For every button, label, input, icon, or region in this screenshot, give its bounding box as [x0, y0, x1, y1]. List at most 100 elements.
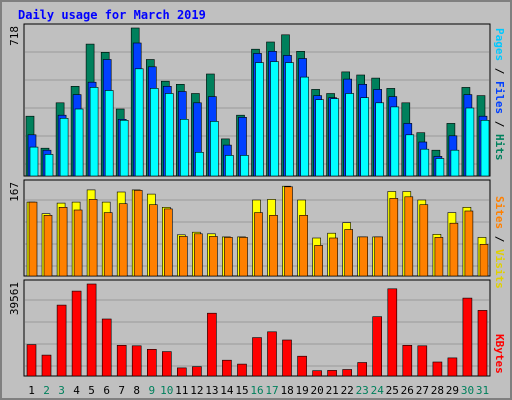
bar-sites	[359, 236, 369, 277]
day-tick-label: 16	[250, 384, 263, 397]
bar-kbytes	[56, 304, 67, 377]
day-tick-label: 14	[220, 384, 234, 397]
day-tick-label: 30	[461, 384, 474, 397]
bar-kbytes	[147, 348, 157, 377]
day-tick-label: 15	[235, 384, 248, 397]
bar-sites	[58, 207, 68, 277]
bar-pages	[315, 99, 324, 177]
bar-sites	[43, 215, 53, 277]
bar-sites	[28, 201, 38, 277]
bar-sites	[224, 237, 233, 277]
bar-kbytes	[207, 312, 217, 377]
bar-kbytes	[237, 363, 247, 377]
bar-kbytes	[267, 331, 277, 377]
day-tick-label: 22	[341, 384, 354, 397]
bars-kbytes	[26, 283, 488, 377]
day-tick-label: 26	[401, 384, 414, 397]
bar-kbytes	[297, 355, 307, 377]
bar-pages	[104, 90, 114, 177]
bar-sites	[73, 209, 83, 277]
bar-sites	[118, 203, 128, 277]
legend-visits-sites: Sites / Visits	[493, 196, 506, 289]
bar-sites	[103, 212, 113, 277]
bar-sites	[464, 210, 474, 277]
bar-sites	[479, 244, 489, 277]
bar-kbytes	[462, 297, 473, 377]
day-tick-labels: 1 2 3 4 5 6 7 8 9 10 11 12 13 14 15 16 17 18 19 20 21 22 23 24 2…	[28, 384, 489, 397]
bar-pages	[210, 121, 219, 177]
bar-pages	[225, 155, 234, 177]
bar-pages	[285, 62, 294, 177]
bar-kbytes	[71, 290, 82, 377]
day-tick-label: 1	[28, 384, 35, 397]
day-tick-label: 2	[43, 384, 50, 397]
day-tick-label: 27	[416, 384, 429, 397]
bar-sites	[344, 229, 354, 277]
bar-sites	[329, 237, 338, 277]
bar-kbytes	[162, 351, 172, 377]
ymax-label-visits: 167	[8, 182, 21, 202]
legend-sites: Sites	[493, 196, 506, 229]
bar-sites	[88, 199, 98, 277]
bar-kbytes	[192, 366, 202, 377]
bar-kbytes	[357, 362, 368, 377]
bar-sites	[209, 236, 218, 277]
legend-kbytes: KBytes	[493, 334, 506, 374]
bar-kbytes	[402, 344, 413, 377]
legend-hits-files-pages: Pages / Files / Hits	[493, 28, 506, 161]
day-tick-label: 19	[295, 384, 308, 397]
bar-kbytes	[26, 344, 37, 377]
day-tick-label: 21	[326, 384, 339, 397]
bars-hits-files-pages	[25, 27, 490, 177]
bar-sites	[239, 237, 248, 277]
bar-pages	[330, 98, 339, 177]
bar-sites	[299, 215, 308, 277]
bar-sites	[164, 208, 173, 277]
bar-kbytes	[222, 359, 232, 377]
bar-kbytes	[417, 345, 428, 377]
legend-sep-2: /	[493, 114, 506, 134]
day-tick-label: 8	[133, 384, 140, 397]
bar-kbytes	[477, 310, 488, 377]
bar-pages	[300, 76, 309, 177]
bar-sites	[179, 236, 188, 277]
bar-kbytes	[282, 339, 292, 377]
day-tick-label: 11	[175, 384, 188, 397]
bar-sites	[194, 233, 203, 277]
bar-kbytes	[131, 345, 142, 377]
bar-sites	[314, 245, 323, 277]
bar-kbytes	[327, 370, 337, 377]
day-tick-label: 17	[265, 384, 278, 397]
bar-pages	[89, 87, 99, 177]
bar-pages	[435, 158, 445, 177]
day-tick-label: 18	[280, 384, 293, 397]
day-tick-label: 7	[118, 384, 125, 397]
bar-pages	[405, 134, 415, 177]
day-tick-label: 12	[190, 384, 203, 397]
day-tick-label: 5	[88, 384, 95, 397]
day-tick-label: 23	[356, 384, 369, 397]
bar-sites	[419, 204, 429, 277]
day-tick-label: 28	[431, 384, 444, 397]
bar-pages	[465, 107, 475, 177]
bar-pages	[74, 108, 84, 177]
bar-kbytes	[86, 283, 97, 377]
bar-kbytes	[252, 337, 262, 377]
bar-pages	[165, 93, 174, 177]
day-tick-label: 13	[205, 384, 218, 397]
bar-pages	[255, 62, 264, 177]
bar-kbytes	[101, 318, 112, 377]
bar-pages	[345, 93, 355, 177]
bar-sites	[449, 222, 459, 277]
bar-pages	[240, 155, 249, 177]
day-tick-label: 24	[371, 384, 385, 397]
bar-sites	[389, 198, 399, 277]
bar-sites	[434, 237, 444, 277]
bar-pages	[390, 106, 400, 177]
ymax-label-hits: 718	[8, 26, 21, 46]
day-tick-label: 20	[310, 384, 323, 397]
day-tick-label: 31	[476, 384, 489, 397]
legend-hits: Hits	[493, 134, 506, 161]
